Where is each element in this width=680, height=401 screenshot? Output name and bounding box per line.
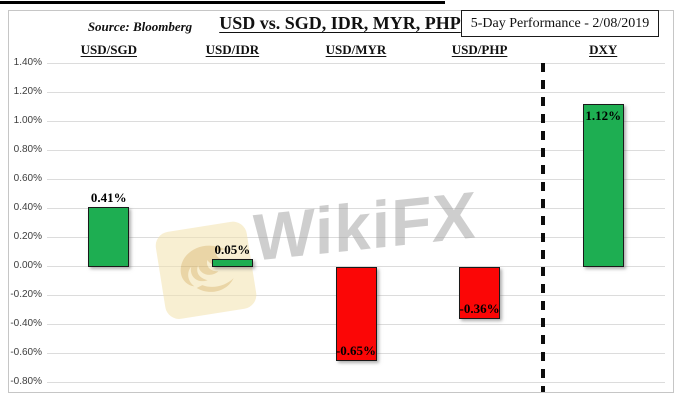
y-tick-label: 0.60% bbox=[13, 173, 42, 184]
y-tick-label: 0.00% bbox=[13, 260, 42, 271]
column-header-usd-php: USD/PHP bbox=[451, 42, 508, 57]
y-tick-label: 1.00% bbox=[13, 115, 42, 126]
y-tick-label: 0.40% bbox=[13, 202, 42, 213]
bar-usd-idr bbox=[211, 259, 253, 267]
bar-value-label: 1.12% bbox=[585, 107, 622, 123]
column-header-usd-sgd: USD/SGD bbox=[80, 42, 137, 57]
bar-value-label: -0.36% bbox=[459, 301, 500, 316]
bar-usd-sgd bbox=[88, 207, 130, 267]
bar-value-label: 0.05% bbox=[214, 242, 251, 258]
bar-usd-php bbox=[459, 266, 501, 319]
column-header-usd-idr: USD/IDR bbox=[205, 42, 260, 57]
bar-usd-myr bbox=[335, 266, 377, 362]
gridline bbox=[47, 236, 665, 238]
gridline bbox=[47, 149, 665, 151]
y-tick-label: 0.80% bbox=[13, 144, 42, 155]
y-tick-label: -0.20% bbox=[10, 289, 42, 300]
y-tick-label: 1.40% bbox=[13, 57, 42, 68]
y-tick-label: -0.40% bbox=[10, 318, 42, 329]
bar-dxy bbox=[582, 103, 624, 267]
wikifx-eagle-logo-icon bbox=[155, 221, 257, 319]
source-label: Source: Bloomberg bbox=[87, 19, 193, 34]
y-tick-label: 0.20% bbox=[13, 231, 42, 242]
gridline bbox=[47, 381, 665, 383]
top-border-line bbox=[0, 1, 445, 4]
y-tick-label: -0.80% bbox=[10, 376, 42, 387]
gridline bbox=[47, 120, 665, 122]
y-tick-label: 1.20% bbox=[13, 86, 42, 97]
gridline bbox=[47, 265, 665, 267]
bar-value-label: 0.41% bbox=[90, 190, 127, 205]
column-header-usd-myr: USD/MYR bbox=[325, 42, 387, 57]
performance-badge: 5-Day Performance - 2/08/2019 bbox=[461, 10, 659, 37]
column-header-dxy: DXY bbox=[589, 42, 618, 57]
gridline bbox=[47, 207, 665, 209]
bar-value-label: -0.65% bbox=[335, 343, 377, 359]
plot-area: 0.41% 0.05% -0.65% -0.36% 1.12% bbox=[47, 62, 665, 392]
gridline bbox=[47, 178, 665, 180]
gridline bbox=[47, 91, 665, 93]
gridline bbox=[47, 62, 665, 64]
chart-title: USD vs. SGD, IDR, MYR, PHP bbox=[219, 13, 461, 33]
y-tick-label: -0.60% bbox=[10, 347, 42, 358]
dashed-separator-line bbox=[541, 63, 546, 392]
